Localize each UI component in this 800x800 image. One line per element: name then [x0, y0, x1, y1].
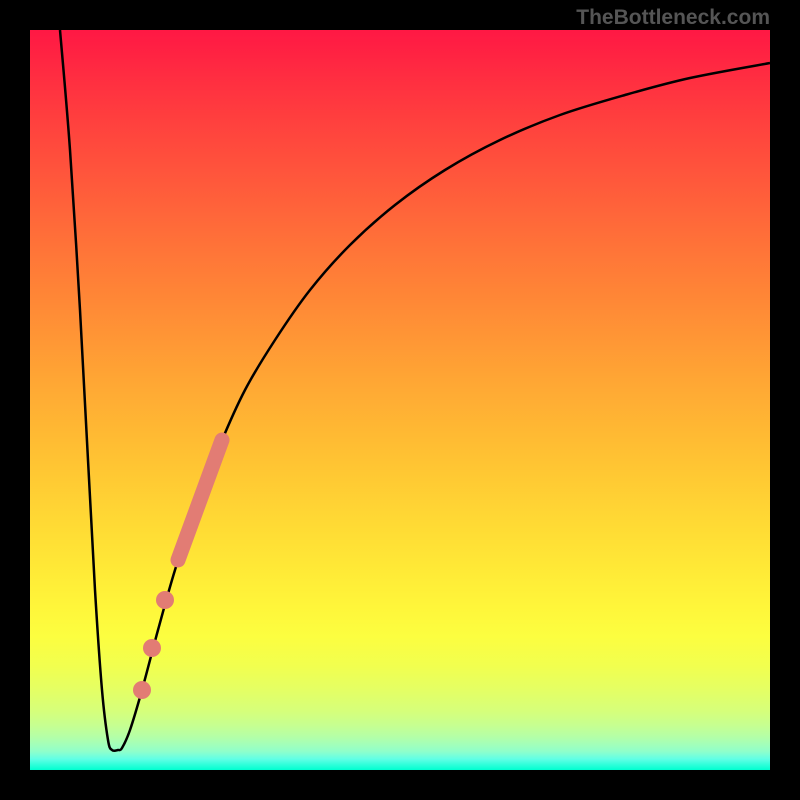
bottleneck-curve — [60, 30, 770, 751]
highlight-dot — [156, 591, 174, 609]
plot-area — [30, 30, 770, 770]
highlight-dots — [133, 591, 174, 699]
highlight-segment — [178, 440, 222, 560]
chart-container: TheBottleneck.com — [0, 0, 800, 800]
highlight-dot — [143, 639, 161, 657]
curve-layer — [30, 30, 770, 770]
highlight-dot — [133, 681, 151, 699]
watermark-text: TheBottleneck.com — [576, 6, 770, 30]
